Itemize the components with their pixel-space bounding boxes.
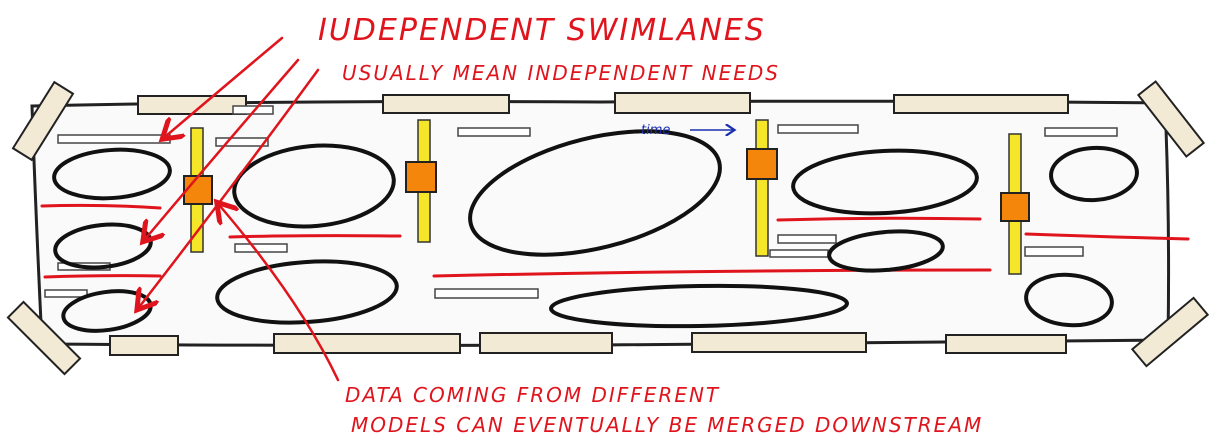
annotation-top-line1: IUDEPENDENT SWIMLANES bbox=[318, 13, 766, 48]
arrow-pointer-icon bbox=[140, 68, 320, 306]
edge-tape-bottom-2 bbox=[273, 333, 461, 354]
data-blob bbox=[468, 129, 722, 257]
edge-tape-bottom-5 bbox=[945, 334, 1067, 354]
data-blob bbox=[232, 143, 396, 229]
annotation-bottom-line2: MODELS CAN EVENTUALLY BE MERGED DOWNSTRE… bbox=[351, 413, 983, 437]
data-blob bbox=[791, 148, 979, 216]
corner-tape-top-right bbox=[1136, 80, 1206, 158]
edge-tape-bottom-1 bbox=[109, 335, 179, 356]
swimlane-divider bbox=[1024, 232, 1190, 241]
annotation-bottom-line1: DATA COMING FROM DIFFERENT bbox=[345, 383, 720, 407]
note-card bbox=[777, 234, 837, 244]
edge-tape-top-4 bbox=[893, 94, 1069, 114]
pipeline-post bbox=[755, 119, 769, 257]
note-card bbox=[215, 137, 269, 147]
corner-tape-top-left bbox=[11, 80, 75, 162]
edge-tape-bottom-3 bbox=[479, 332, 613, 354]
edge-tape-top-3 bbox=[614, 92, 751, 114]
pipeline-node bbox=[405, 161, 437, 193]
pipeline-node bbox=[1000, 192, 1030, 222]
swimlane-divider bbox=[43, 274, 162, 279]
arrow-pointer-icon bbox=[220, 206, 340, 382]
note-card bbox=[1044, 127, 1118, 137]
swimlane-divider bbox=[432, 268, 992, 278]
pipeline-node bbox=[183, 175, 213, 205]
edge-tape-bottom-4 bbox=[691, 332, 867, 353]
swimlane-divider bbox=[228, 234, 402, 239]
annotation-top-line2: USUALLY MEAN INDEPENDENT NEEDS bbox=[342, 61, 780, 85]
note-card bbox=[777, 124, 859, 134]
edge-tape-top-1 bbox=[137, 95, 247, 115]
swimlane-divider bbox=[776, 216, 982, 222]
data-blob bbox=[549, 283, 849, 329]
time-label: time bbox=[641, 123, 670, 138]
corner-tape-bottom-right bbox=[1130, 296, 1210, 368]
arrow-pointer-icon bbox=[146, 58, 300, 238]
data-blob bbox=[827, 229, 945, 273]
note-card bbox=[234, 243, 288, 253]
edge-tape-top-2 bbox=[382, 94, 510, 114]
swimlane-divider bbox=[40, 203, 162, 210]
note-card bbox=[44, 289, 88, 298]
note-card bbox=[769, 249, 829, 258]
arrow-pointer-icon bbox=[166, 36, 284, 136]
note-card bbox=[1024, 246, 1084, 257]
data-blob bbox=[1049, 145, 1139, 203]
note-card bbox=[434, 288, 539, 299]
corner-tape-bottom-left bbox=[6, 300, 82, 376]
pipeline-node bbox=[746, 148, 778, 180]
data-blob bbox=[52, 147, 172, 201]
data-blob bbox=[1024, 272, 1114, 328]
note-card bbox=[457, 127, 531, 137]
data-blob bbox=[215, 259, 399, 325]
note-card bbox=[57, 134, 171, 144]
